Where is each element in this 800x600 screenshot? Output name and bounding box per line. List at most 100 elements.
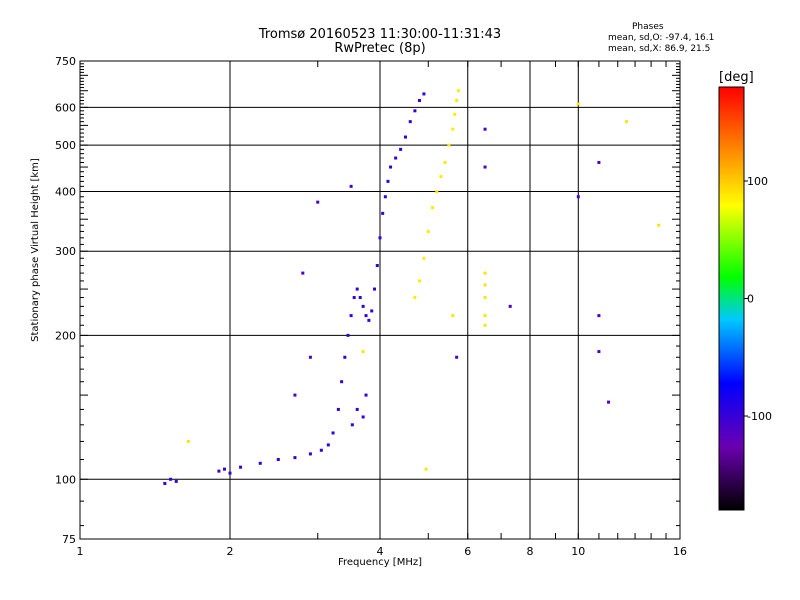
- colorbar-tick-label: 100: [747, 175, 768, 188]
- y-axis-ticks: 75 100 200 300 400 500 600 750: [55, 55, 680, 546]
- grid-lines: [80, 61, 680, 539]
- data-point: [349, 184, 353, 188]
- data-point: [483, 271, 487, 275]
- data-point: [455, 355, 459, 359]
- data-point: [457, 89, 461, 93]
- colorbar-tick-label: -100: [747, 410, 772, 423]
- data-point: [364, 393, 368, 397]
- data-point: [426, 229, 430, 233]
- y-tick-label: 200: [55, 329, 76, 342]
- chart-subtitle: RwPretec (8p): [334, 41, 426, 56]
- data-point: [408, 120, 412, 124]
- y-tick-label: 100: [55, 473, 76, 486]
- data-point: [417, 279, 421, 283]
- phases-o-stats: mean, sd,O: -97.4, 16.1: [608, 33, 715, 43]
- data-point: [228, 471, 232, 475]
- phases-x-stats: mean, sd,X: 86.9, 21.5: [608, 44, 711, 54]
- data-point: [443, 160, 447, 164]
- data-point: [386, 179, 390, 183]
- data-point: [352, 296, 356, 300]
- chart-title: Tromsø 20160523 11:30:00-11:31:43: [258, 27, 502, 42]
- data-point: [403, 135, 407, 139]
- data-point: [597, 160, 601, 164]
- data-point: [186, 439, 190, 443]
- data-point: [343, 355, 347, 359]
- data-point: [607, 400, 611, 404]
- y-tick-label: 400: [55, 185, 76, 198]
- data-point: [373, 287, 377, 291]
- data-point: [308, 452, 312, 456]
- colorbar: [718, 86, 745, 511]
- data-point: [364, 314, 368, 318]
- data-point: [483, 323, 487, 327]
- y-tick-label: 750: [55, 55, 76, 68]
- data-point: [316, 200, 320, 204]
- data-point: [223, 467, 227, 471]
- data-point: [370, 309, 374, 313]
- data-point: [417, 99, 421, 103]
- x-tick-label: 2: [227, 545, 234, 558]
- data-point: [389, 165, 393, 169]
- data-point: [576, 102, 580, 106]
- x-tick-label: 4: [377, 545, 384, 558]
- colorbar-tick-label: 0: [747, 293, 754, 306]
- data-point: [483, 296, 487, 300]
- data-point: [394, 156, 398, 160]
- data-point: [453, 112, 457, 116]
- data-point: [319, 448, 323, 452]
- data-point: [169, 477, 173, 481]
- data-point: [422, 256, 426, 260]
- y-tick-label: 500: [55, 139, 76, 152]
- data-point: [276, 457, 280, 461]
- data-point: [293, 456, 297, 460]
- data-points: [163, 89, 661, 485]
- data-point: [239, 465, 243, 469]
- data-point: [346, 333, 350, 337]
- data-point: [355, 287, 359, 291]
- x-tick-label: 1: [77, 545, 84, 558]
- data-point: [508, 304, 512, 308]
- x-tick-label: 8: [527, 545, 534, 558]
- data-point: [258, 461, 262, 465]
- data-point: [293, 393, 297, 397]
- data-point: [383, 195, 387, 199]
- data-point: [378, 236, 382, 240]
- y-tick-label: 600: [55, 101, 76, 114]
- data-point: [349, 314, 353, 318]
- colorbar-label: [deg]: [719, 70, 754, 85]
- data-point: [483, 283, 487, 287]
- data-point: [451, 127, 455, 131]
- data-point: [331, 431, 335, 435]
- data-point: [451, 314, 455, 318]
- data-point: [447, 143, 451, 147]
- data-point: [455, 99, 459, 103]
- data-point: [422, 92, 426, 96]
- data-point: [163, 481, 167, 485]
- x-tick-label: 10: [571, 545, 585, 558]
- data-point: [413, 109, 417, 113]
- data-point: [355, 407, 359, 411]
- data-point: [435, 189, 439, 193]
- data-point: [336, 407, 340, 411]
- data-point: [367, 318, 371, 322]
- data-point: [657, 223, 661, 227]
- data-point: [576, 195, 580, 199]
- data-point: [439, 174, 443, 178]
- x-tick-label: 16: [673, 545, 687, 558]
- data-point: [174, 479, 178, 483]
- x-axis-ticks: 1 2 4 6 8 10 16: [77, 61, 687, 558]
- data-point: [361, 415, 365, 419]
- data-point: [308, 355, 312, 359]
- data-point: [424, 467, 428, 471]
- data-point: [483, 314, 487, 318]
- data-point: [483, 127, 487, 131]
- data-point: [375, 264, 379, 268]
- data-point: [597, 314, 601, 318]
- data-point: [361, 304, 365, 308]
- phases-header: Phases: [632, 22, 664, 32]
- y-tick-label: 300: [55, 245, 76, 258]
- data-point: [301, 271, 305, 275]
- data-point: [350, 423, 354, 427]
